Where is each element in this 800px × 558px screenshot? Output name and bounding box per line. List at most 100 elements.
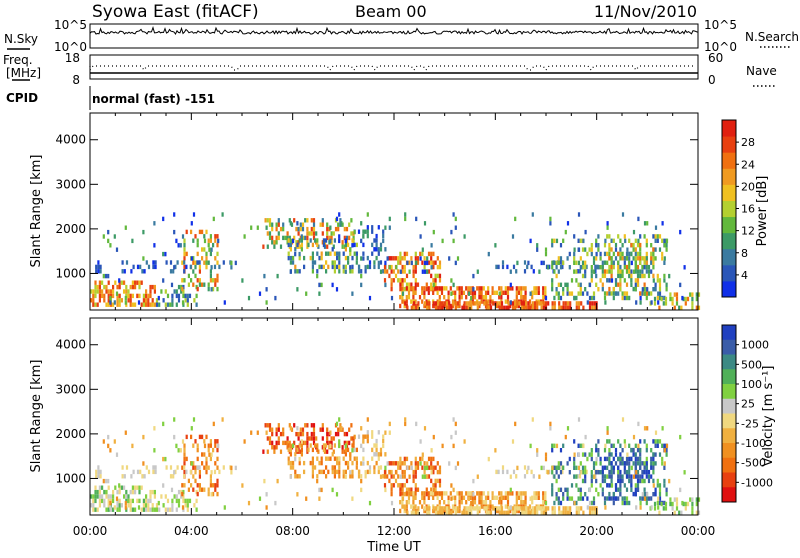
scatter-cell bbox=[562, 510, 565, 515]
scatter-cell bbox=[542, 295, 545, 300]
scatter-cell bbox=[551, 492, 554, 497]
scatter-cell bbox=[454, 430, 457, 435]
scatter-cell bbox=[429, 286, 433, 291]
scatter-cell bbox=[448, 256, 451, 261]
scatter-cell bbox=[428, 301, 431, 306]
scatter-cell bbox=[558, 305, 561, 310]
scatter-cell bbox=[460, 295, 463, 300]
scatter-cell bbox=[353, 242, 356, 248]
scatter-cell bbox=[371, 251, 374, 256]
scatter-cell bbox=[623, 234, 626, 239]
scatter-cell bbox=[107, 503, 110, 508]
scatter-cell bbox=[371, 242, 374, 248]
scatter-cell bbox=[686, 296, 690, 302]
scatter-cell bbox=[186, 507, 189, 512]
scatter-cell bbox=[467, 510, 471, 515]
scatter-cell bbox=[612, 291, 615, 296]
scatter-cell bbox=[147, 469, 151, 475]
scatter-cell bbox=[287, 238, 290, 243]
scatter-cell bbox=[663, 443, 666, 448]
scatter-cell bbox=[188, 293, 192, 299]
scatter-cell bbox=[277, 436, 280, 441]
scatter-cell bbox=[210, 287, 213, 292]
scatter-cell bbox=[599, 456, 602, 462]
scatter-cell bbox=[298, 269, 301, 274]
scatter-cell bbox=[412, 495, 415, 500]
scatter-cell bbox=[105, 494, 108, 499]
scatter-cell bbox=[190, 461, 193, 466]
scatter-cell bbox=[416, 282, 420, 287]
scatter-cell bbox=[522, 510, 526, 515]
scatter-cell bbox=[349, 265, 352, 270]
scatter-cell bbox=[445, 491, 448, 496]
scatter-cell bbox=[120, 280, 123, 285]
scatter-cell bbox=[325, 474, 328, 479]
scatter-cell bbox=[480, 495, 483, 500]
scatter-cell bbox=[90, 298, 93, 303]
scatter-cell bbox=[171, 503, 174, 508]
scatter-cell bbox=[559, 470, 563, 475]
scatter-cell bbox=[516, 301, 519, 306]
scatter-cell bbox=[152, 264, 155, 270]
scatter-cell bbox=[575, 269, 578, 274]
x-tick-labels: 00:00 04:00 08:00 12:00 16:00 20:00 00:00 bbox=[73, 524, 716, 538]
scatter-cell bbox=[125, 302, 128, 307]
scatter-cell bbox=[654, 461, 657, 466]
scatter-cell bbox=[404, 216, 407, 222]
scatter-cell bbox=[295, 240, 298, 245]
scatter-cell bbox=[414, 251, 417, 257]
scatter-cell bbox=[351, 243, 354, 248]
scatter-cell bbox=[116, 302, 119, 307]
scatter-cell bbox=[294, 469, 297, 475]
scatter-cell bbox=[573, 251, 576, 257]
scatter-cell bbox=[351, 291, 354, 296]
scatter-cell bbox=[434, 487, 437, 492]
scatter-cell bbox=[617, 265, 620, 270]
scatter-cell bbox=[288, 235, 291, 241]
scatter-cell bbox=[603, 295, 607, 301]
scatter-cell bbox=[652, 461, 655, 466]
scatter-cell bbox=[492, 301, 495, 306]
scatter-cell bbox=[639, 247, 642, 252]
scatter-cell bbox=[176, 465, 179, 470]
scatter-cell bbox=[458, 303, 461, 309]
scatter-cell bbox=[205, 434, 208, 440]
scatter-cell bbox=[614, 247, 618, 252]
scatter-cell bbox=[430, 487, 433, 492]
scatter-cell bbox=[141, 474, 144, 479]
scatter-cell bbox=[423, 260, 427, 266]
scatter-cell bbox=[174, 264, 177, 270]
scatter-cell bbox=[142, 461, 145, 466]
scatter-cell bbox=[173, 229, 176, 235]
scatter-cell bbox=[414, 469, 417, 475]
scatter-cell bbox=[573, 256, 576, 261]
scatter-cell bbox=[652, 260, 655, 265]
scatter-cell bbox=[322, 447, 325, 453]
scatter-cell bbox=[575, 278, 578, 283]
scatter-cell bbox=[316, 242, 319, 248]
scatter-cell bbox=[498, 506, 501, 511]
scatter-cell bbox=[273, 445, 276, 450]
scatter-cell bbox=[658, 291, 662, 296]
scatter-cell bbox=[652, 278, 655, 283]
scatter-cell bbox=[271, 240, 274, 245]
scatter-cell bbox=[697, 305, 701, 310]
scatter-cell bbox=[535, 491, 538, 496]
scatter-cell bbox=[386, 256, 389, 261]
scatter-cell bbox=[551, 282, 554, 287]
scatter-cell bbox=[423, 256, 426, 261]
scatter-cell bbox=[183, 469, 186, 475]
scatter-cell bbox=[194, 465, 197, 470]
scatter-cell bbox=[673, 510, 676, 515]
scatter-cell bbox=[316, 273, 319, 279]
scatter-cell bbox=[639, 447, 642, 453]
scatter-cell bbox=[634, 474, 637, 479]
scatter-cell bbox=[186, 293, 189, 299]
scatter-cell bbox=[663, 448, 666, 453]
scatter-cell bbox=[205, 461, 208, 466]
scatter-cell bbox=[652, 439, 655, 444]
scatter-cell bbox=[573, 439, 576, 444]
scatter-cell bbox=[351, 255, 354, 261]
scatter-cell bbox=[595, 265, 598, 270]
scatter-cell bbox=[210, 470, 213, 475]
